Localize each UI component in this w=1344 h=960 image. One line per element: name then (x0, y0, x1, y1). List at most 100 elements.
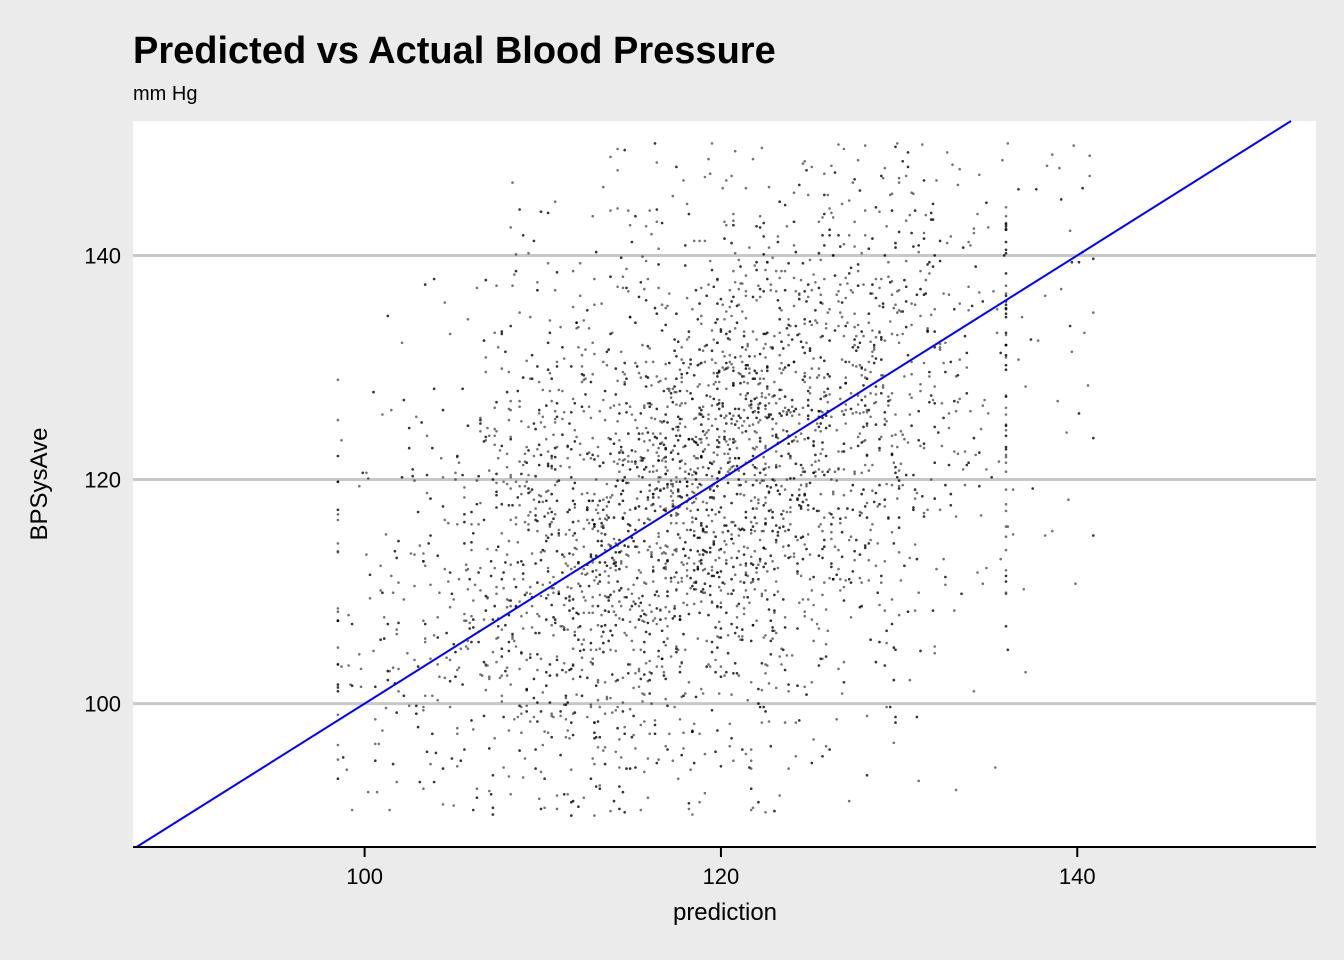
data-point (947, 293, 951, 297)
data-point (856, 269, 860, 273)
data-point (783, 626, 787, 629)
data-point (806, 283, 810, 286)
data-point (691, 437, 694, 441)
data-point (521, 376, 525, 379)
data-point (883, 411, 887, 414)
data-point (774, 433, 778, 437)
data-point (644, 259, 648, 263)
data-point (956, 400, 960, 404)
data-point (787, 442, 790, 446)
data-point (691, 482, 694, 486)
data-point (844, 516, 847, 519)
data-point (872, 343, 876, 347)
data-point (562, 555, 566, 559)
data-point (596, 529, 600, 533)
data-point (598, 784, 602, 787)
data-points (336, 142, 1095, 817)
data-point (762, 377, 765, 381)
data-point (479, 422, 482, 425)
data-point (587, 611, 591, 615)
data-point (550, 520, 553, 524)
data-point (771, 560, 774, 563)
data-point (808, 320, 812, 323)
data-point (742, 528, 746, 532)
data-point (651, 570, 655, 573)
data-point (803, 351, 806, 355)
data-point (596, 698, 600, 702)
data-point (1074, 582, 1077, 585)
data-point (1081, 186, 1084, 190)
data-point (619, 756, 623, 759)
data-point (621, 790, 625, 794)
data-point (755, 566, 758, 570)
data-point (725, 440, 728, 443)
data-point (621, 701, 625, 704)
data-point (901, 433, 904, 437)
data-point (340, 665, 343, 668)
data-point (710, 574, 714, 578)
data-point (594, 575, 598, 579)
data-point (726, 443, 730, 447)
data-point (1031, 487, 1034, 490)
data-point (906, 165, 910, 169)
data-point (664, 544, 667, 547)
data-point (787, 683, 790, 686)
data-point (541, 583, 545, 587)
data-point (609, 629, 612, 633)
data-point (707, 417, 710, 421)
data-point (456, 668, 459, 672)
data-point (468, 621, 472, 625)
data-point (723, 237, 726, 240)
data-point (823, 212, 826, 216)
data-point (537, 380, 541, 384)
data-point (700, 286, 703, 290)
data-point (741, 310, 744, 313)
data-point (684, 541, 687, 544)
data-point (892, 678, 896, 682)
data-point (708, 593, 712, 597)
data-point (730, 417, 733, 421)
data-point (427, 542, 431, 545)
data-point (692, 529, 696, 533)
data-point (847, 272, 851, 275)
data-point (687, 212, 691, 216)
data-point (491, 813, 495, 816)
data-point (904, 219, 908, 222)
data-point (347, 613, 350, 617)
data-point (457, 577, 461, 581)
data-point (673, 604, 676, 608)
data-point (701, 588, 705, 591)
data-point (675, 549, 678, 553)
data-point (562, 603, 566, 607)
data-point (621, 370, 625, 374)
data-point (374, 718, 377, 721)
data-point (566, 456, 569, 460)
data-point (896, 142, 899, 145)
data-point (525, 704, 528, 708)
data-point (739, 282, 742, 285)
data-point (577, 612, 580, 616)
data-point (502, 715, 505, 719)
data-point (505, 465, 509, 469)
data-point (664, 362, 667, 366)
data-point (653, 723, 657, 727)
data-point (742, 330, 746, 333)
data-point (657, 263, 660, 266)
data-point (890, 209, 894, 212)
data-point (725, 524, 728, 527)
data-point (739, 355, 742, 358)
data-point (742, 607, 746, 610)
data-point (641, 609, 644, 612)
data-point (865, 714, 869, 718)
data-point (413, 658, 416, 662)
data-point (598, 517, 602, 520)
data-point (794, 290, 798, 293)
data-point (862, 283, 865, 286)
data-point (436, 663, 440, 666)
data-point (698, 348, 701, 351)
data-point (660, 329, 664, 332)
data-point (596, 511, 600, 515)
data-point (591, 570, 594, 573)
data-point (1004, 470, 1008, 474)
data-point (532, 696, 536, 700)
